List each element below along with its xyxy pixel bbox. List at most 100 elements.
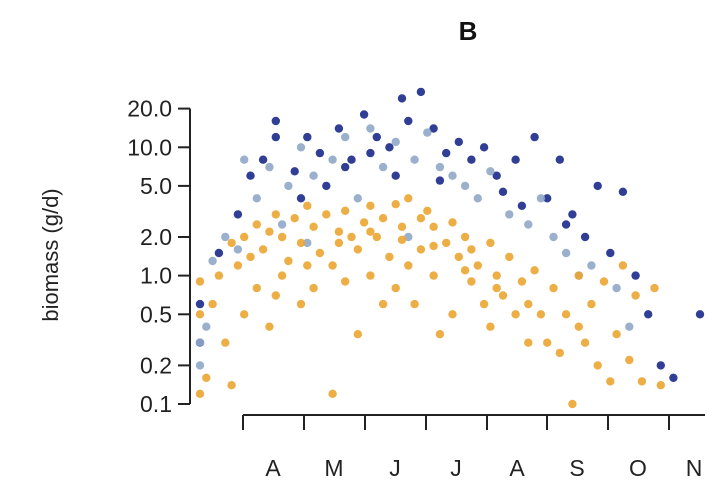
point-s0-18 [404,116,413,126]
point-s2-33 [341,277,350,286]
point-s1-36 [404,232,413,242]
point-s2-41 [372,232,381,242]
point-s0-46 [296,194,306,203]
point-s1-12 [341,132,350,142]
point-s1-9 [296,143,306,152]
point-s2-54 [429,271,438,280]
data-points [195,87,705,409]
point-s2-14 [252,283,261,293]
point-s2-77 [543,338,552,347]
point-s0-11 [322,181,331,191]
point-s2-45 [391,200,400,209]
point-s2-44 [385,252,394,262]
point-s1-26 [536,194,546,203]
point-s2-62 [467,277,476,286]
point-s1-11 [328,155,337,164]
point-s0-17 [397,94,407,103]
point-s0-32 [580,232,590,242]
point-s2-8 [227,381,236,390]
point-s1-13 [353,194,362,203]
y-tick-label-3: 1.0 [140,263,172,289]
point-s2-53 [423,206,432,215]
point-s2-84 [580,338,590,347]
point-s1-10 [309,171,318,180]
point-s1-8 [284,181,293,191]
point-s2-27 [309,283,318,293]
point-s2-28 [315,248,325,258]
y-tick-label-6: 10.0 [127,134,172,160]
point-s2-13 [252,220,261,229]
point-s0-33 [593,181,602,191]
point-s2-18 [271,210,280,219]
point-s2-74 [524,299,533,309]
point-s0-31 [568,210,577,219]
point-s1-34 [277,220,287,229]
point-s2-50 [410,299,419,309]
x-tick-label-3: J [450,455,462,481]
point-s0-0 [195,299,205,309]
point-s0-25 [492,171,501,180]
point-s0-26 [498,187,508,196]
point-s2-1 [195,389,205,398]
point-s0-43 [435,176,445,185]
point-s2-93 [637,377,647,386]
point-s2-5 [214,271,224,280]
point-s1-25 [524,220,533,229]
point-s2-60 [454,252,463,262]
point-s1-30 [587,261,596,270]
point-s1-3 [221,232,230,242]
point-s2-98 [334,238,344,248]
point-s2-71 [511,310,520,319]
point-s0-23 [467,155,476,164]
point-s2-36 [353,330,362,339]
point-s1-35 [303,238,312,248]
point-s1-0 [195,338,205,347]
y-tick-label-7: 20.0 [127,96,172,122]
point-s2-35 [347,232,356,242]
point-s0-47 [366,148,375,158]
point-s1-24 [505,210,514,219]
point-s0-13 [347,155,356,164]
point-s1-16 [391,137,400,147]
point-s0-16 [385,143,394,152]
x-tick-label-6: O [629,455,647,481]
point-s0-9 [303,132,312,142]
point-s2-59 [448,310,457,319]
point-s2-69 [498,291,508,300]
point-s2-99 [366,227,375,236]
point-s2-15 [258,245,268,254]
point-s2-66 [486,238,495,248]
point-s2-56 [435,330,445,339]
point-s0-14 [359,110,369,119]
x-tick-label-5: S [569,455,584,481]
point-s0-30 [555,155,564,164]
point-s0-29 [543,194,552,203]
point-s2-82 [574,322,583,331]
point-s1-15 [378,162,388,172]
point-s2-65 [479,299,489,309]
point-s0-21 [442,148,451,158]
point-s2-49 [404,194,413,203]
y-tick-label-2: 0.5 [140,301,172,327]
point-s2-39 [366,271,375,280]
point-s2-79 [555,348,564,358]
point-s2-25 [303,201,312,210]
y-axis: 0.1 0.2 0.5 1.0 2.0 5.0 10.0 20.0 [127,96,191,417]
y-tick-label-5: 5.0 [140,173,172,199]
point-s0-27 [511,155,520,164]
point-s2-31 [328,261,337,270]
point-s2-86 [593,361,602,370]
point-s2-11 [240,310,249,319]
point-s0-36 [631,271,640,280]
point-s2-67 [486,322,495,331]
point-s2-73 [524,338,533,347]
point-s2-38 [359,218,369,227]
point-s1-21 [460,181,470,191]
point-s2-51 [416,214,426,223]
point-s2-16 [265,227,274,236]
point-s2-9 [233,261,243,270]
point-s2-34 [341,206,350,215]
point-s2-63 [467,245,476,254]
x-tick-label-1: M [324,455,343,481]
point-s2-94 [650,283,659,293]
